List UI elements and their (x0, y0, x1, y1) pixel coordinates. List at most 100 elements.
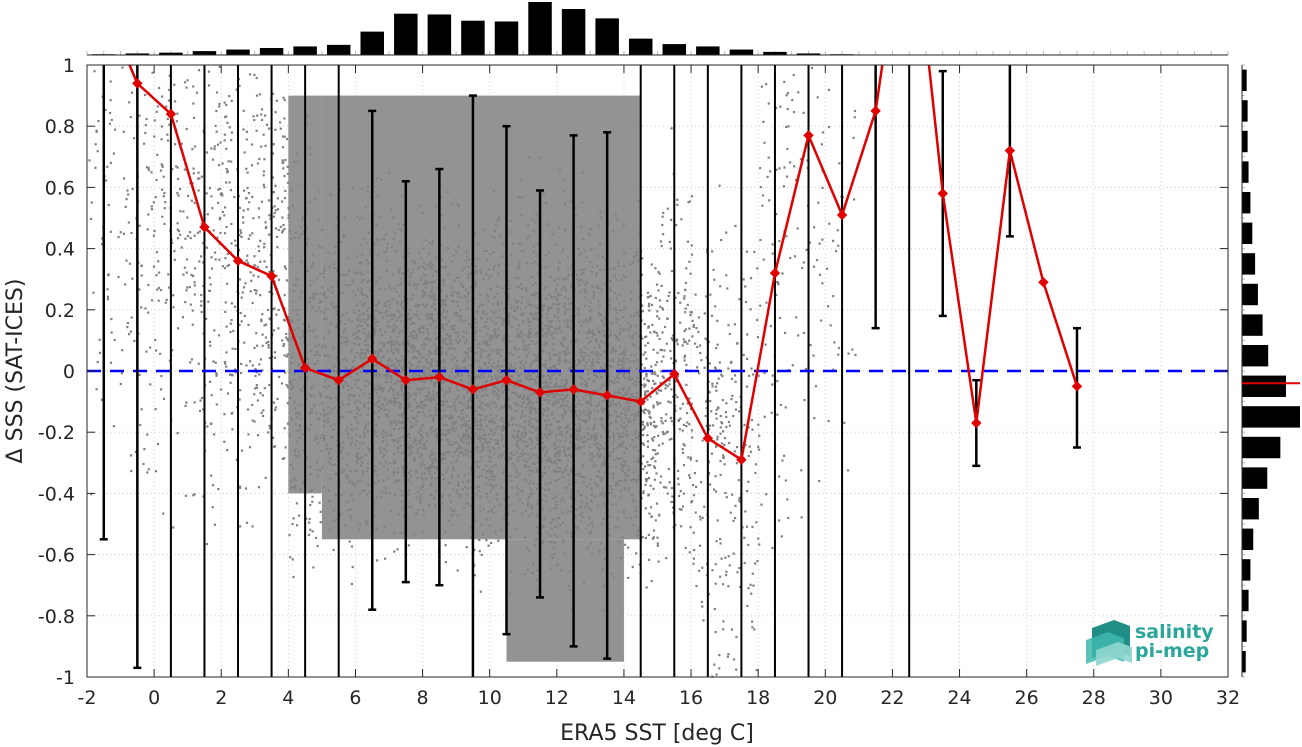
scatter-point (94, 143, 97, 146)
scatter-point (219, 192, 222, 195)
scatter-point (181, 316, 184, 319)
scatter-point (109, 361, 113, 364)
scatter-point (261, 333, 264, 336)
scatter-point (229, 189, 232, 192)
scatter-point (162, 195, 165, 198)
scatter-point (176, 166, 179, 169)
scatter-point (295, 502, 298, 505)
scatter-point (193, 201, 196, 204)
scatter-point (117, 236, 120, 239)
scatter-point (245, 138, 248, 141)
scatter-point (223, 413, 226, 416)
scatter-point (163, 207, 166, 210)
scatter-point (150, 208, 153, 211)
scatter-point (145, 117, 148, 121)
scatter-point (283, 227, 286, 231)
scatter-point (205, 246, 208, 249)
scatter-point (211, 506, 214, 509)
scatter-point (283, 117, 286, 120)
scatter-point (177, 327, 180, 330)
scatter-point (177, 194, 180, 197)
scatter-point (284, 371, 287, 374)
scatter-point (158, 271, 161, 274)
scatter-point (191, 148, 194, 151)
scatter-point (190, 358, 193, 361)
scatter-point (121, 66, 124, 69)
scatter-point (243, 314, 246, 317)
scatter-point (200, 293, 203, 297)
scatter-point (238, 485, 242, 488)
scatter-point (307, 533, 311, 537)
scatter-point (213, 329, 216, 332)
scatter-point (128, 333, 131, 336)
scatter-point (160, 138, 163, 141)
scatter-point (214, 258, 217, 261)
scatter-point (230, 223, 233, 226)
scatter-point (186, 235, 190, 238)
scatter-point (152, 265, 156, 268)
scatter-point (296, 524, 299, 527)
scatter-point (315, 536, 318, 539)
scatter-point (312, 566, 315, 569)
scatter-point (149, 346, 152, 349)
scatter-point (224, 257, 227, 260)
scatter-point (197, 189, 200, 192)
scatter-point (130, 231, 133, 235)
scatter-point (214, 361, 217, 364)
scatter-point (256, 399, 259, 402)
scatter-point (268, 290, 271, 293)
scatter-point (267, 340, 270, 343)
scatter-point (157, 299, 160, 302)
scatter-point (260, 113, 263, 116)
scatter-point (263, 158, 266, 161)
scatter-point (161, 165, 164, 168)
scatter-point (282, 96, 285, 99)
scatter-point (198, 69, 201, 72)
scatter-point (228, 373, 232, 376)
scatter-point (253, 346, 256, 349)
scatter-point (96, 360, 99, 364)
scatter-point (176, 192, 179, 195)
scatter-point (180, 246, 183, 249)
scatter-point (274, 406, 277, 409)
scatter-point (251, 525, 254, 528)
scatter-point (192, 102, 195, 105)
scatter-point (167, 273, 170, 276)
scatter-point (262, 183, 265, 186)
scatter-point (143, 142, 146, 145)
scatter-point (176, 432, 179, 435)
scatter-point (262, 409, 265, 412)
scatter-point (233, 196, 236, 199)
scatter-point (456, 569, 459, 572)
scatter-point (262, 174, 265, 177)
scatter-point (396, 548, 399, 551)
scatter-point (272, 401, 275, 404)
scatter-point (284, 189, 287, 192)
scatter-point (309, 528, 312, 531)
scatter-point (273, 307, 276, 310)
scatter-point (216, 236, 219, 239)
scatter-point (208, 187, 211, 190)
scatter-point (275, 313, 278, 316)
scatter-point (240, 231, 243, 234)
scatter-point (198, 230, 201, 233)
scatter-point (215, 130, 218, 133)
scatter-point (258, 93, 261, 96)
scatter-point (218, 218, 221, 221)
scatter-point (264, 226, 267, 230)
scatter-point (274, 111, 277, 114)
scatter-point (251, 364, 254, 367)
scatter-point (183, 266, 186, 269)
scatter-point (268, 383, 271, 387)
scatter-point (226, 264, 229, 268)
scatter-point (473, 574, 476, 577)
scatter-point (279, 225, 282, 228)
scatter-point (174, 100, 177, 103)
scatter-point (283, 99, 286, 102)
scatter-point (478, 538, 481, 542)
scatter-point (292, 576, 295, 579)
scatter-point (255, 332, 258, 335)
scatter-point (185, 86, 188, 89)
scatter-point (234, 239, 237, 242)
scatter-point (200, 300, 203, 303)
